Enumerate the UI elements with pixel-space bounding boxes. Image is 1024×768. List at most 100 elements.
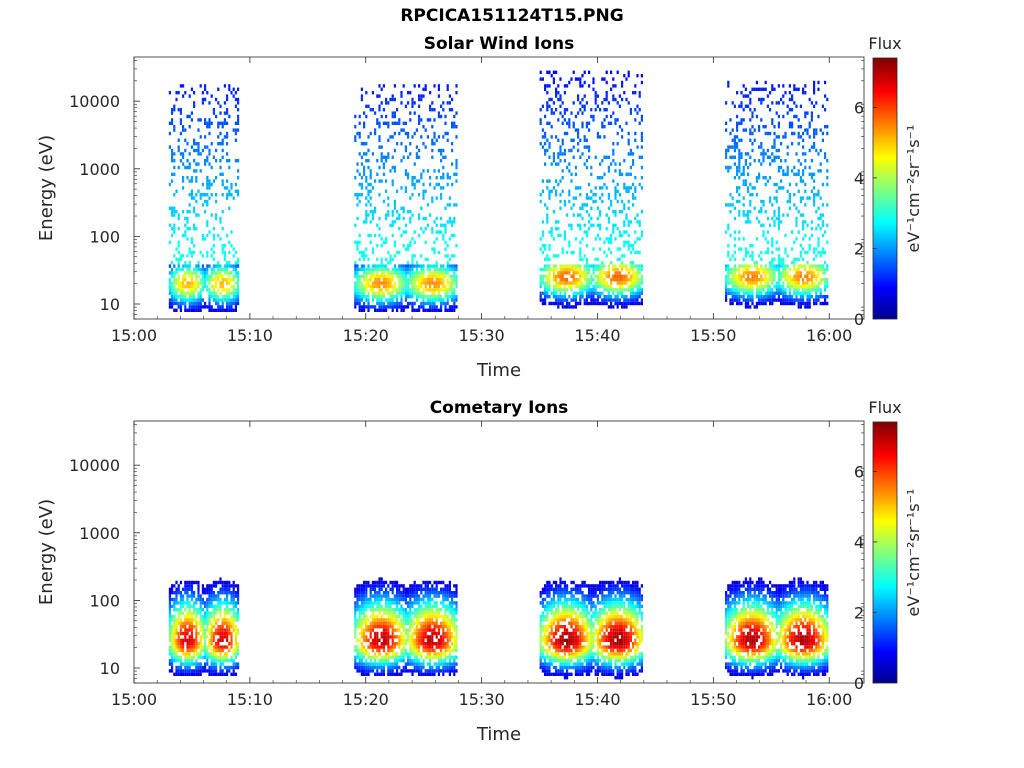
heat-cell — [363, 142, 366, 146]
heat-cell — [188, 305, 191, 309]
heat-cell — [186, 665, 189, 670]
heat-cell — [179, 594, 182, 598]
heat-cell — [173, 108, 176, 112]
heat-cell — [177, 611, 180, 615]
heat-cell — [769, 291, 772, 295]
heat-cell — [184, 230, 187, 234]
heat-cell — [393, 264, 396, 268]
heat-cell — [614, 278, 617, 282]
heat-cell — [393, 165, 396, 170]
heat-cell — [371, 213, 374, 217]
heat-cell — [371, 580, 374, 585]
heat-cell — [764, 284, 767, 289]
heat-cell — [389, 611, 392, 615]
heat-cell — [418, 305, 421, 309]
heat-cell — [385, 659, 388, 663]
heat-cell — [431, 227, 434, 231]
heat-cell — [451, 97, 454, 102]
heat-cell — [749, 199, 752, 204]
heat-cell — [744, 291, 747, 295]
heat-cell — [367, 193, 370, 197]
heat-cell — [612, 288, 615, 292]
heat-cell — [418, 118, 421, 122]
heat-cell — [585, 138, 588, 142]
heat-cell — [371, 295, 374, 299]
heat-cell — [228, 281, 231, 285]
heat-cell — [363, 604, 366, 608]
heat-cell — [171, 288, 174, 292]
heat-cell — [583, 145, 586, 149]
heat-cell — [380, 87, 383, 91]
heat-cell — [212, 227, 215, 231]
heat-cell — [581, 84, 584, 88]
heat-cell — [777, 220, 780, 224]
heat-cell — [371, 611, 374, 615]
heat-cell — [226, 278, 229, 282]
heat-cell — [230, 244, 233, 248]
heat-cell — [387, 152, 390, 156]
heat-cell — [435, 288, 438, 292]
heat-cell — [788, 108, 791, 112]
heat-cell — [559, 206, 562, 210]
heat-cell — [173, 308, 176, 312]
heat-cell — [749, 305, 752, 309]
heat-cell — [640, 145, 643, 149]
heat-cell — [603, 284, 606, 289]
heat-cell — [819, 169, 822, 173]
heat-cell — [382, 281, 385, 285]
heat-cell — [802, 223, 805, 227]
heat-cell — [747, 264, 750, 268]
heat-cell — [363, 121, 366, 125]
heat-cell — [226, 291, 229, 295]
heat-cell — [234, 614, 237, 619]
heat-cell — [638, 288, 641, 292]
heat-cell — [360, 291, 363, 295]
heat-cell — [391, 111, 394, 115]
heat-cell — [422, 308, 425, 312]
heat-cell — [208, 121, 211, 125]
heat-cell — [579, 291, 582, 295]
heat-cell — [171, 281, 174, 285]
heat-cell — [579, 186, 582, 190]
heat-cell — [610, 121, 613, 125]
heat-cell — [596, 264, 599, 268]
heat-cell — [764, 274, 767, 278]
heat-cell — [221, 628, 224, 632]
heat-cell — [387, 642, 390, 646]
heat-cell — [559, 77, 562, 81]
heat-cell — [784, 131, 787, 136]
heat-cell — [572, 70, 575, 74]
heat-cell — [440, 193, 443, 197]
heat-cell — [799, 254, 802, 258]
heat-cell — [583, 108, 586, 112]
heat-cell — [786, 199, 789, 204]
heat-cell — [367, 584, 370, 588]
heat-cell — [382, 594, 385, 598]
heat-cell — [219, 604, 222, 608]
heat-cell — [810, 189, 813, 193]
heat-cell — [599, 108, 602, 112]
heat-cell — [806, 131, 809, 136]
heat-cell — [817, 250, 820, 255]
heat-cell — [382, 635, 385, 639]
heat-cell — [223, 295, 226, 299]
heat-cell — [404, 264, 407, 268]
heat-cell — [795, 104, 798, 108]
heat-cell — [762, 199, 765, 204]
heat-cell — [786, 301, 789, 306]
heat-cell — [182, 128, 185, 132]
heat-cell — [824, 261, 827, 265]
heat-cell — [380, 597, 383, 602]
heat-cell — [640, 186, 643, 190]
heat-cell — [824, 295, 827, 299]
heat-cell — [363, 669, 366, 673]
heat-cell — [402, 128, 405, 132]
heat-cell — [550, 111, 553, 115]
y-tick-label: 1000 — [79, 160, 120, 179]
heat-cell — [824, 298, 827, 302]
heat-cell — [411, 288, 414, 292]
heat-cell — [190, 642, 193, 646]
heat-cell — [389, 254, 392, 258]
heat-cell — [791, 298, 794, 302]
heat-cell — [168, 628, 171, 632]
